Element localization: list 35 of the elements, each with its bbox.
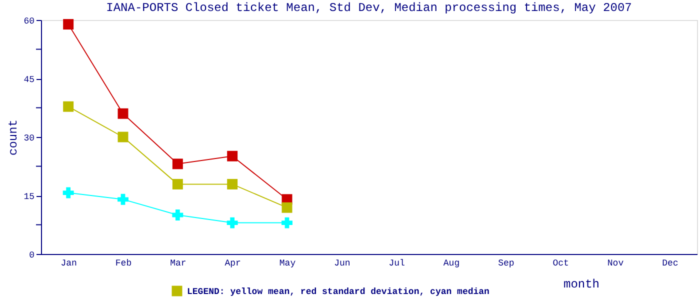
point — [282, 202, 292, 213]
x-tick-label: Jul — [388, 258, 405, 268]
point — [118, 194, 128, 205]
point — [118, 108, 128, 119]
y-tick-label: 60 — [24, 16, 34, 26]
point — [63, 19, 74, 30]
point — [172, 178, 183, 190]
point — [227, 178, 238, 190]
x-tick-label: Mar — [170, 258, 186, 268]
x-tick-label: Aug — [443, 258, 460, 268]
x-tick-label: May — [279, 258, 296, 268]
point — [63, 101, 74, 112]
legend-label: LEGEND: yellow mean, red standard deviation, cyan median — [187, 287, 490, 297]
point — [282, 217, 292, 228]
point — [62, 187, 74, 198]
x-tick-label: Nov — [607, 258, 624, 268]
point — [226, 217, 238, 228]
x-tick-label: Jan — [60, 258, 77, 268]
x-tick-label: Oct — [552, 258, 569, 268]
x-tick-label: Sep — [498, 258, 514, 268]
x-tick-label: Apr — [224, 258, 241, 268]
point — [227, 150, 238, 162]
x-tick-label: Jun — [334, 258, 350, 268]
y-tick-label: 45 — [24, 75, 34, 85]
point — [172, 210, 184, 220]
y-tick-label: 0 — [29, 250, 34, 260]
x-axis-title: month — [563, 278, 600, 292]
x-tick-label: Dec — [662, 258, 678, 268]
point — [118, 132, 128, 142]
chart-title: IANA-PORTS Closed ticket Mean, Std Dev, Median processing times, May 2007 — [106, 1, 632, 15]
x-tick-label: Feb — [115, 258, 132, 268]
y-axis-title: count — [6, 119, 21, 156]
point — [172, 158, 183, 170]
y-tick-label: 15 — [24, 192, 34, 202]
y-tick-label: 30 — [24, 134, 34, 144]
